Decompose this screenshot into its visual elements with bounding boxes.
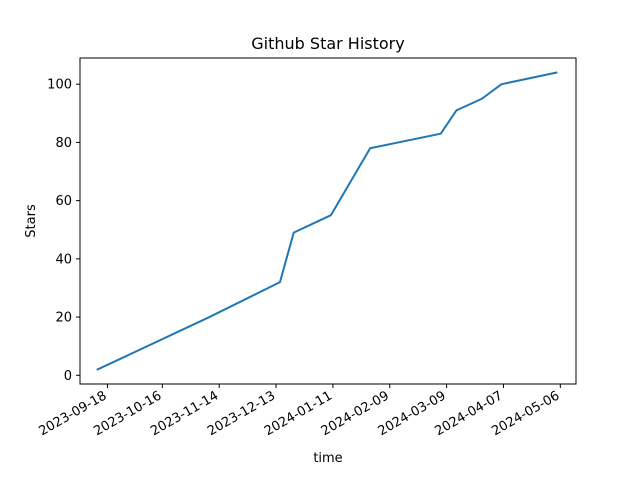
y-tick-label: 40 [55, 252, 72, 267]
plot-frame [79, 57, 577, 385]
y-tick-label: 60 [55, 194, 72, 209]
series-layer [96, 71, 558, 371]
series-line [96, 71, 558, 371]
y-tick-label: 80 [55, 136, 72, 151]
y-axis-ticks: 0 20 40 60 80 100 [47, 78, 80, 384]
x-axis-label: time [313, 451, 342, 466]
chart-title: Github Star History [251, 34, 404, 53]
y-axis-label: Stars [24, 204, 39, 238]
y-tick-label: 0 [64, 369, 72, 384]
y-tick-label: 100 [47, 78, 72, 93]
y-tick-label: 20 [55, 311, 72, 326]
